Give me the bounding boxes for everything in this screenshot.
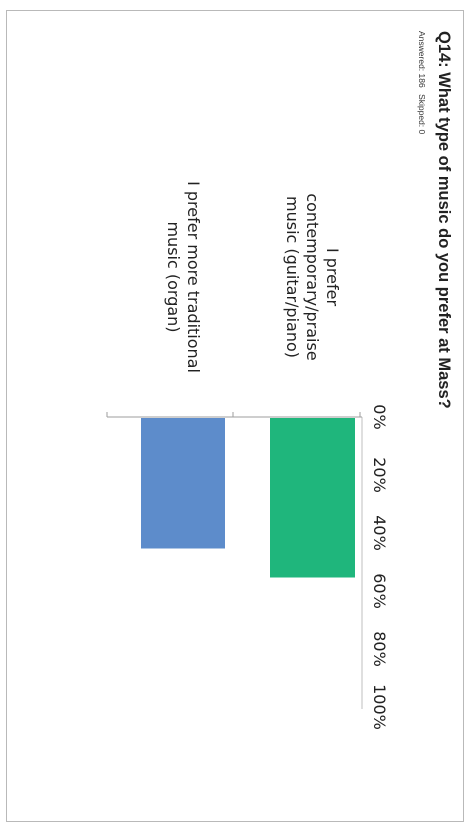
tick-label-1: 20% [370,457,389,493]
tick-label-3: 60% [370,573,389,609]
bar-0 [270,418,355,578]
bar-plot: 0% 20% 40% 60% 80% 100% [106,404,389,730]
tick-label-0: 0% [370,404,389,429]
rotated-chart-canvas: Q14: What type of music do you prefer at… [7,11,465,823]
bar-1 [141,418,225,549]
tick-label-5: 100% [370,684,389,730]
tick-label-4: 80% [370,631,389,667]
tick-label-2: 40% [370,515,389,551]
chart-frame: Q14: What type of music do you prefer at… [6,10,464,822]
